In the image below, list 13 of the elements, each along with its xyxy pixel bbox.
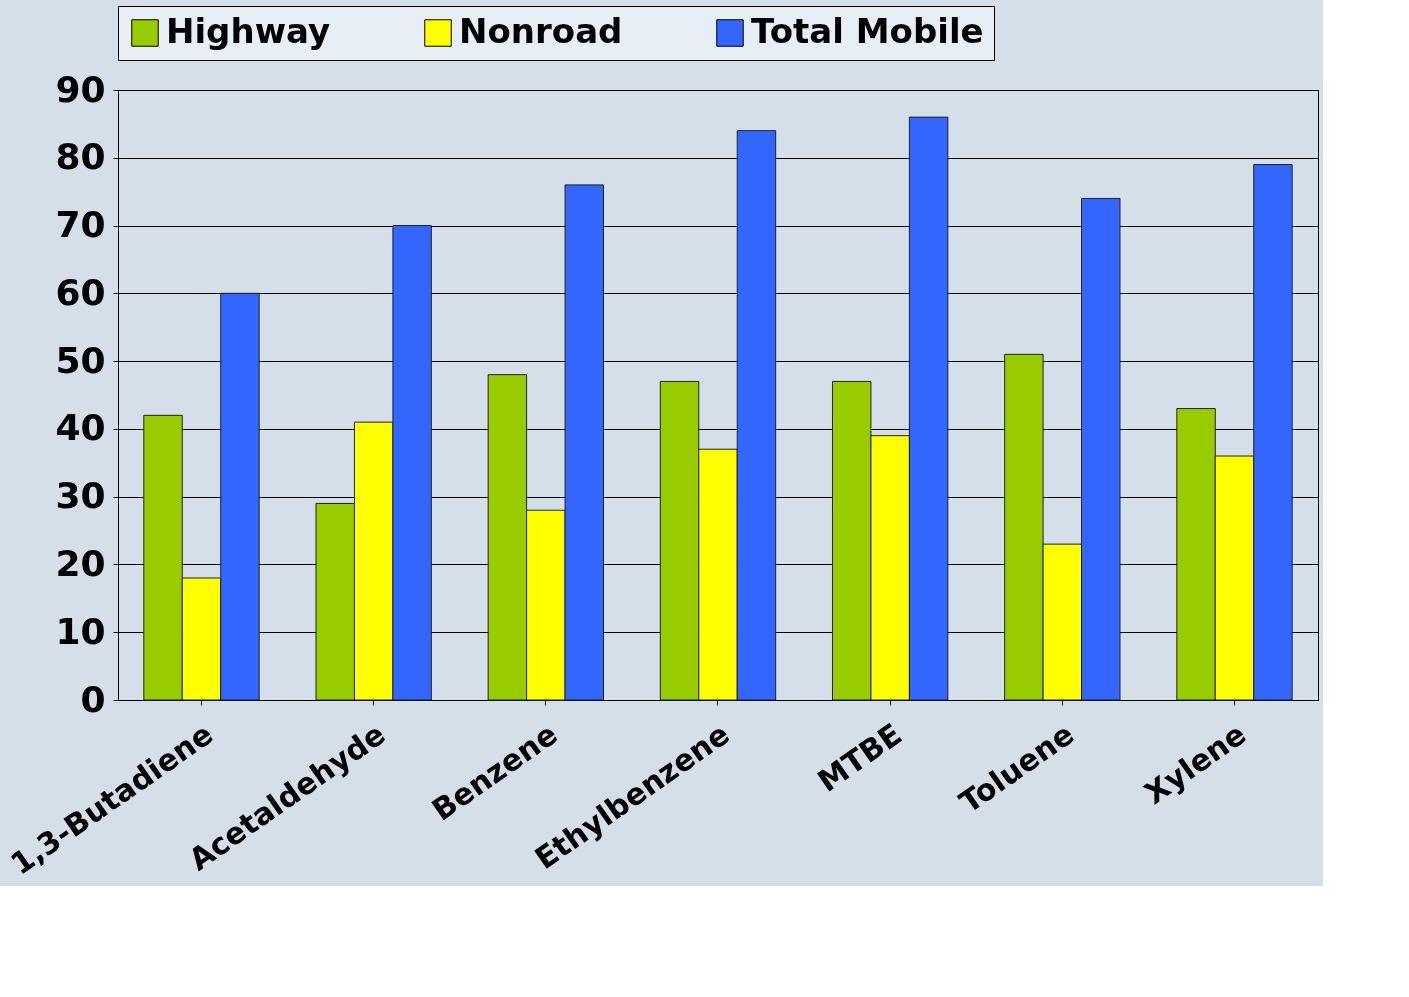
legend-label: Highway xyxy=(166,11,331,51)
y-tick-label: 90 xyxy=(55,68,106,110)
y-tick-label: 70 xyxy=(55,204,106,246)
y-tick-label: 40 xyxy=(55,407,106,449)
legend-label: Nonroad xyxy=(459,11,623,51)
y-tick-label: 50 xyxy=(55,339,106,381)
y-tick-label: 30 xyxy=(55,475,106,517)
y-tick-label: 80 xyxy=(55,136,106,178)
y-tick-label: 10 xyxy=(55,610,106,652)
y-tick-label: 20 xyxy=(55,542,106,584)
legend-label: Total Mobile xyxy=(751,11,984,51)
y-tick-label: 60 xyxy=(55,271,106,313)
y-tick-label: 0 xyxy=(80,678,106,720)
